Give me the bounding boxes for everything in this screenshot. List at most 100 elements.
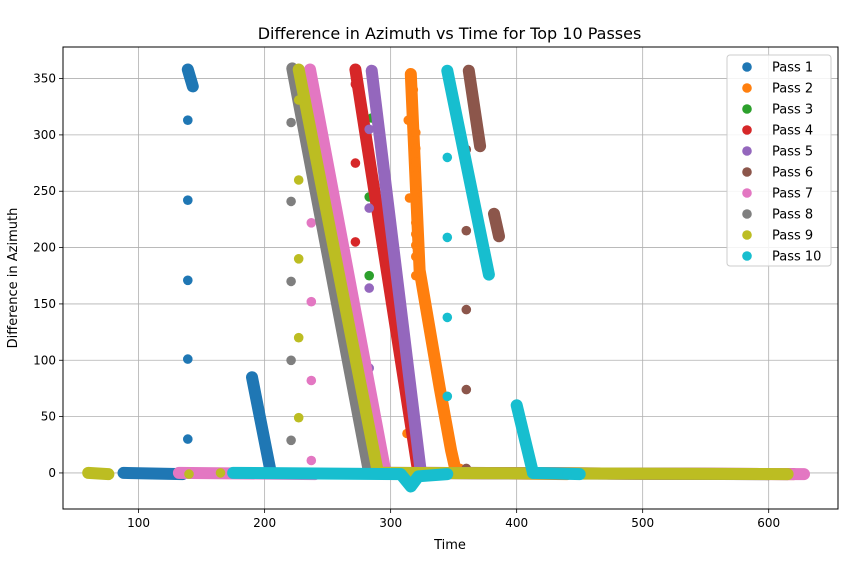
series-pass-9 [82, 63, 794, 481]
data-point [183, 354, 193, 364]
data-point [442, 232, 453, 243]
legend-marker [742, 230, 752, 240]
x-tick-label: 400 [505, 516, 528, 530]
y-tick-label: 100 [33, 353, 56, 367]
data-point [293, 95, 304, 105]
data-point [293, 175, 304, 185]
data-point [411, 218, 421, 228]
y-tick-label: 350 [33, 72, 56, 86]
data-point [364, 124, 375, 135]
data-point [408, 85, 419, 95]
series-band [488, 207, 505, 243]
data-point [306, 296, 317, 307]
legend-label: Pass 7 [772, 187, 813, 202]
legend-marker [742, 62, 752, 72]
legend-label: Pass 2 [772, 82, 813, 97]
x-axis-title: Time [433, 538, 466, 553]
data-point [184, 469, 194, 479]
series-band [527, 466, 586, 481]
data-point [183, 434, 193, 444]
data-point [364, 283, 375, 293]
data-point [293, 412, 304, 423]
chart-title: Difference in Azimuth vs Time for Top 10… [258, 24, 642, 43]
series-band [292, 63, 384, 479]
legend-label: Pass 5 [772, 145, 813, 160]
series-band [117, 466, 189, 481]
data-point [286, 276, 296, 287]
data-point [306, 218, 317, 228]
series-pass-6 [460, 64, 775, 481]
series-band [365, 64, 427, 479]
data-point [612, 468, 623, 478]
data-point [364, 270, 375, 281]
data-point [442, 312, 453, 323]
y-tick-label: 50 [41, 410, 56, 424]
series-band [227, 466, 454, 493]
data-point [286, 355, 296, 366]
tick-layer: 100 200 300 400 500 600 0 50 100 150 200 250 300 350 [33, 72, 780, 530]
legend-marker [742, 104, 752, 114]
legend-label: Pass 10 [772, 250, 821, 265]
x-tick-label: 500 [631, 516, 654, 530]
data-point [350, 79, 361, 89]
x-tick-label: 300 [379, 516, 402, 530]
legend-label: Pass 1 [772, 61, 813, 76]
y-tick-label: 250 [33, 184, 56, 198]
data-layer [82, 62, 810, 493]
data-point [350, 237, 361, 247]
legend-marker [742, 83, 752, 93]
data-point [306, 375, 317, 386]
data-point [688, 469, 698, 479]
data-point [293, 253, 304, 264]
legend-frame [726, 54, 832, 267]
data-point [799, 469, 809, 479]
data-point [403, 115, 414, 125]
data-point [411, 240, 421, 251]
data-point [175, 467, 185, 477]
data-point [286, 196, 296, 207]
legend-marker [742, 125, 752, 135]
data-point [293, 332, 304, 343]
series-band [82, 466, 115, 481]
series-band [441, 64, 495, 281]
legend-label: Pass 3 [772, 103, 813, 118]
legend-label: Pass 6 [772, 166, 813, 181]
series-pass-10 [227, 64, 586, 493]
data-point [350, 158, 361, 168]
series-band [510, 399, 539, 479]
legend-marker [742, 209, 752, 219]
data-point [411, 143, 421, 154]
legend-marker [742, 167, 752, 177]
series-band [462, 64, 487, 153]
data-point [411, 206, 421, 217]
data-point [461, 225, 472, 236]
data-point [442, 152, 453, 163]
series-band [246, 371, 277, 479]
data-point [411, 270, 421, 281]
legend-marker [742, 188, 752, 198]
data-point [461, 384, 472, 395]
y-axis-title: Difference in Azimuth [6, 208, 21, 349]
data-point [183, 275, 193, 286]
data-point [411, 251, 421, 262]
data-point [404, 193, 415, 203]
data-point [442, 391, 453, 402]
data-point [408, 107, 419, 118]
data-point [461, 304, 472, 315]
y-tick-label: 0 [48, 466, 56, 480]
plot-frame [62, 46, 839, 510]
data-point [411, 127, 421, 138]
y-tick-label: 300 [33, 128, 56, 142]
data-point [183, 195, 193, 205]
data-point [461, 469, 472, 479]
data-point [215, 468, 226, 478]
series-band [181, 63, 199, 93]
y-tick-label: 200 [33, 241, 56, 255]
legend-marker [742, 251, 752, 261]
series-band [304, 63, 392, 479]
data-point [286, 117, 296, 128]
x-tick-label: 600 [757, 516, 780, 530]
data-point [306, 455, 317, 466]
legend-marker [742, 146, 752, 156]
